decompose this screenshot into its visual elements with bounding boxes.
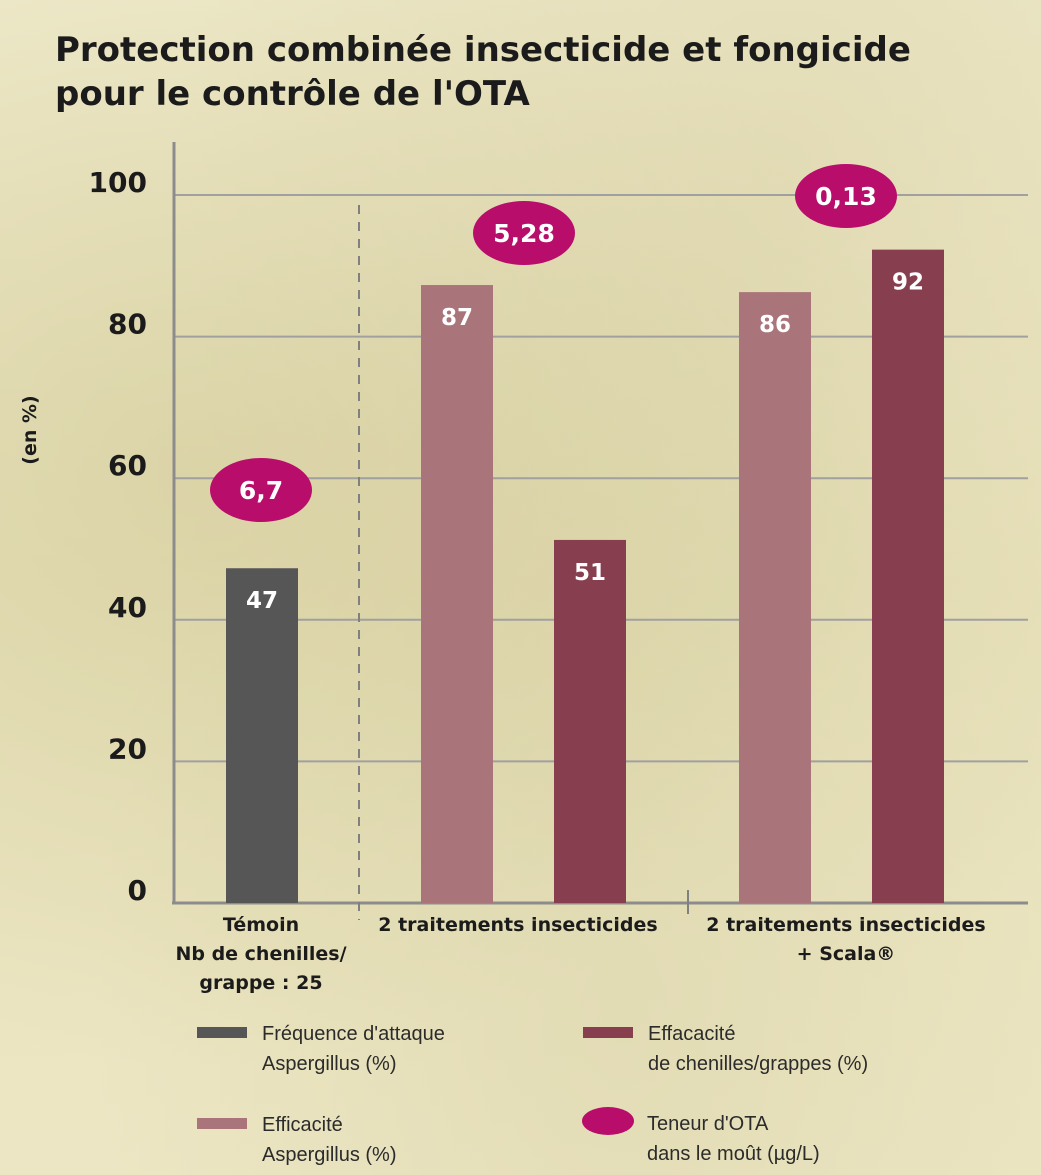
ota-value-label-group2: 5,28 xyxy=(493,219,555,248)
y-axis-label: (en %) xyxy=(19,395,41,464)
x-category-label-group3-line1: 2 traitements insecticides xyxy=(706,914,985,936)
bar-group1-1 xyxy=(226,568,298,903)
ota-bubble-group1 xyxy=(210,458,312,522)
bar-group3-2 xyxy=(872,249,944,903)
y-tick-label-20: 20 xyxy=(108,732,147,765)
x-category-label-group2-line1: 2 traitements insecticides xyxy=(378,914,657,936)
y-tick-label-0: 0 xyxy=(128,874,147,907)
chart-title-line-1: Protection combinée insecticide et fongi… xyxy=(55,30,911,70)
legend-item-frequence: Fréquence d'attaque Aspergillus (%) xyxy=(197,1019,445,1079)
y-tick-label-40: 40 xyxy=(108,591,147,624)
x-category-label-group3-line2: + Scala® xyxy=(797,943,896,965)
ota-bubble-group3 xyxy=(795,164,897,228)
x-category-label-group1-line1: Témoin xyxy=(223,914,299,936)
legend-swatch-efficacite-aspergillus xyxy=(197,1118,247,1129)
legend-label-aspergillus-line2: Aspergillus (%) xyxy=(262,1144,397,1166)
bar-value-label-group3-2: 92 xyxy=(892,270,924,296)
legend-label-chenilles-line2: de chenilles/grappes (%) xyxy=(648,1053,869,1075)
bar-group3-1 xyxy=(739,292,811,903)
legend-swatch-efficacite-chenilles xyxy=(583,1027,633,1038)
legend-label-ota-line1: Teneur d'OTA xyxy=(647,1113,769,1135)
y-tick-label-100: 100 xyxy=(89,166,147,199)
legend-label-frequence-line2: Aspergillus (%) xyxy=(262,1053,397,1075)
chart-title-line-2: pour le contrôle de l'OTA xyxy=(55,74,530,114)
bar-value-label-group1-1: 47 xyxy=(246,588,278,614)
legend-swatch-frequence xyxy=(197,1027,247,1038)
x-category-label-group1-line3: grappe : 25 xyxy=(199,972,322,994)
y-tick-label-80: 80 xyxy=(108,308,147,341)
chart-title: Protection combinée insecticide et fongi… xyxy=(55,28,1015,116)
x-category-label-group1-line2: Nb de chenilles/ xyxy=(175,943,346,965)
legend-label-chenilles-line1: Effacacité xyxy=(648,1023,736,1045)
ota-value-label-group1: 6,7 xyxy=(239,476,283,505)
ota-bubble-group2 xyxy=(473,201,575,265)
bar-group2-1 xyxy=(421,285,493,903)
legend-item-efficacite-chenilles: Effacacité de chenilles/grappes (%) xyxy=(583,1019,868,1079)
bar-value-label-group2-2: 51 xyxy=(574,560,606,586)
bar-value-label-group2-1: 87 xyxy=(441,305,473,331)
ota-value-label-group3: 0,13 xyxy=(815,182,877,211)
y-tick-label-60: 60 xyxy=(108,449,147,482)
legend-label-frequence-line1: Fréquence d'attaque xyxy=(262,1023,445,1045)
legend-ellipse-ota xyxy=(582,1107,634,1135)
legend-label-ota-line2: dans le moût (µg/L) xyxy=(647,1143,820,1165)
bar-value-label-group3-1: 86 xyxy=(759,312,791,338)
legend-label-aspergillus-line1: Efficacité xyxy=(262,1114,343,1136)
bar-group2-2 xyxy=(554,539,626,903)
legend-item-ota: Teneur d'OTA dans le moût (µg/L) xyxy=(582,1107,820,1169)
legend-item-efficacite-aspergillus: Efficacité Aspergillus (%) xyxy=(197,1110,396,1170)
